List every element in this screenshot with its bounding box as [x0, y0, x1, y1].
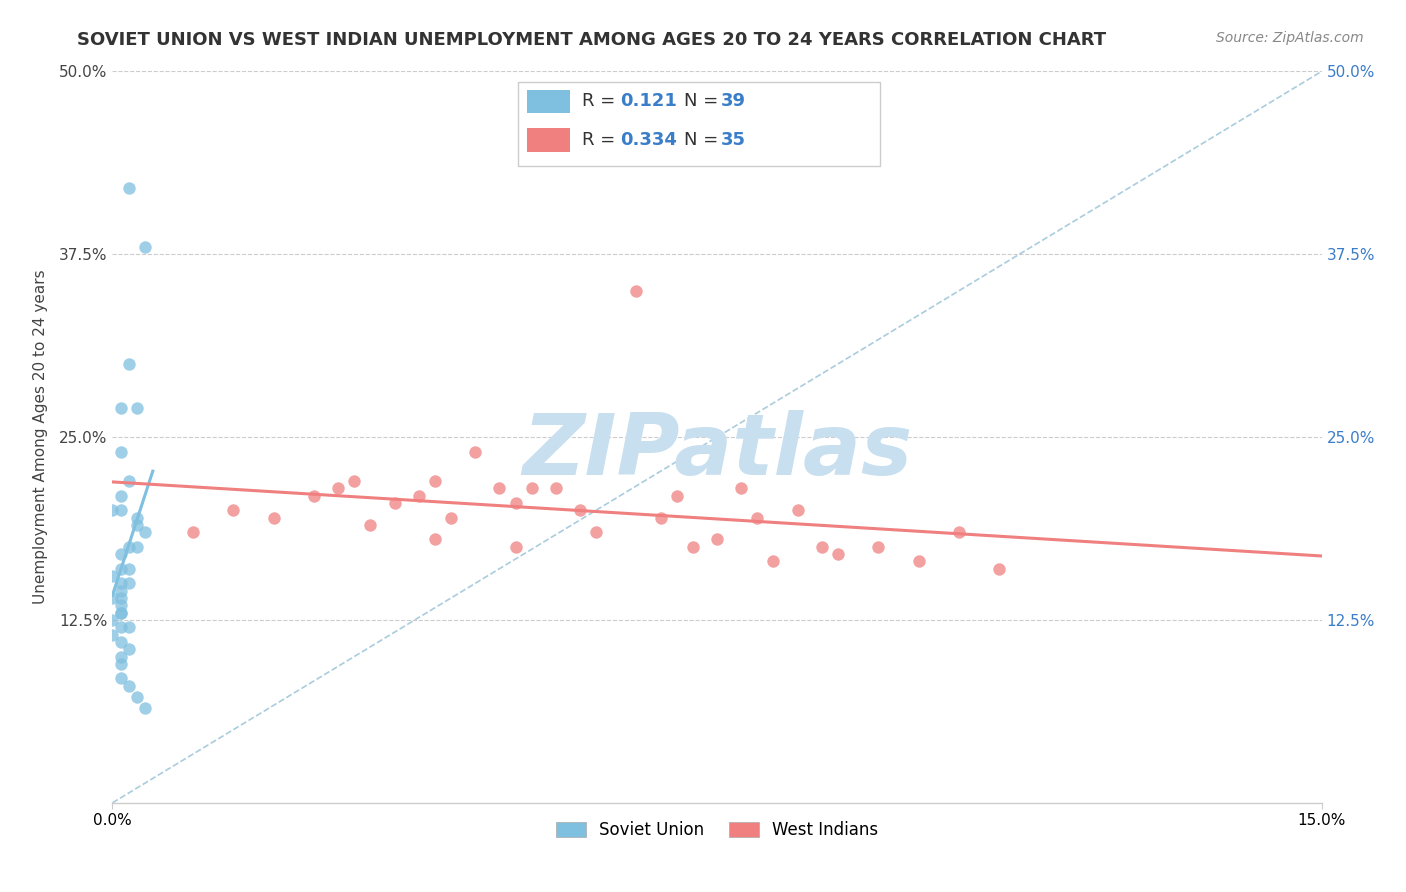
FancyBboxPatch shape — [527, 128, 569, 152]
Point — [423, 533, 446, 547]
Point — [110, 401, 132, 415]
Point — [907, 554, 929, 568]
Point — [117, 576, 139, 591]
Text: ZIPatlas: ZIPatlas — [522, 410, 912, 493]
Point — [134, 700, 156, 714]
Point — [747, 510, 769, 524]
Point — [988, 562, 1011, 576]
Point — [384, 496, 406, 510]
Point — [626, 284, 648, 298]
Point — [125, 401, 148, 415]
Point — [110, 599, 132, 613]
Point — [110, 649, 132, 664]
Text: SOVIET UNION VS WEST INDIAN UNEMPLOYMENT AMONG AGES 20 TO 24 YEARS CORRELATION C: SOVIET UNION VS WEST INDIAN UNEMPLOYMENT… — [77, 31, 1107, 49]
Point — [811, 540, 834, 554]
Point — [117, 562, 139, 576]
Point — [520, 481, 543, 495]
Point — [110, 635, 132, 649]
Point — [125, 540, 148, 554]
Point — [117, 357, 139, 371]
Text: R =: R = — [582, 131, 620, 149]
Point — [948, 525, 970, 540]
Point — [134, 240, 156, 254]
Point — [110, 620, 132, 634]
Point — [110, 562, 132, 576]
Point — [786, 503, 808, 517]
Point — [328, 481, 350, 495]
FancyBboxPatch shape — [527, 90, 569, 113]
Point — [408, 489, 430, 503]
Point — [125, 517, 148, 532]
Point — [101, 569, 124, 583]
Point — [505, 540, 527, 554]
Point — [117, 620, 139, 634]
Point — [359, 517, 381, 532]
Point — [125, 510, 148, 524]
Point — [101, 591, 124, 605]
Legend: Soviet Union, West Indians: Soviet Union, West Indians — [548, 814, 886, 846]
Text: R =: R = — [582, 93, 620, 111]
Point — [181, 525, 204, 540]
Point — [263, 510, 285, 524]
Point — [706, 533, 728, 547]
Point — [117, 181, 139, 195]
FancyBboxPatch shape — [517, 82, 880, 167]
Point — [544, 481, 567, 495]
Point — [101, 613, 124, 627]
Point — [101, 503, 124, 517]
Point — [343, 474, 366, 488]
Point — [585, 525, 607, 540]
Point — [101, 627, 124, 641]
Point — [488, 481, 510, 495]
Point — [134, 525, 156, 540]
Point — [110, 503, 132, 517]
Y-axis label: Unemployment Among Ages 20 to 24 years: Unemployment Among Ages 20 to 24 years — [32, 269, 48, 605]
Point — [302, 489, 325, 503]
Point — [117, 540, 139, 554]
Point — [110, 489, 132, 503]
Point — [569, 503, 592, 517]
Text: 35: 35 — [721, 131, 745, 149]
Point — [110, 591, 132, 605]
Point — [117, 474, 139, 488]
Text: N =: N = — [685, 131, 724, 149]
Text: 0.334: 0.334 — [620, 131, 678, 149]
Point — [682, 540, 704, 554]
Point — [110, 444, 132, 458]
Text: Source: ZipAtlas.com: Source: ZipAtlas.com — [1216, 31, 1364, 45]
Text: 0.121: 0.121 — [620, 93, 678, 111]
Point — [222, 503, 245, 517]
Point — [762, 554, 785, 568]
Point — [110, 606, 132, 620]
Point — [730, 481, 752, 495]
Point — [110, 606, 132, 620]
Point — [440, 510, 463, 524]
Point — [650, 510, 672, 524]
Point — [110, 576, 132, 591]
Point — [110, 657, 132, 671]
Point — [125, 690, 148, 705]
Point — [110, 672, 132, 686]
Point — [505, 496, 527, 510]
Point — [117, 679, 139, 693]
Point — [665, 489, 688, 503]
Point — [868, 540, 890, 554]
Point — [423, 474, 446, 488]
Point — [110, 547, 132, 561]
Point — [110, 583, 132, 598]
Point — [827, 547, 849, 561]
Text: 39: 39 — [721, 93, 745, 111]
Text: N =: N = — [685, 93, 724, 111]
Point — [464, 444, 486, 458]
Point — [117, 642, 139, 657]
